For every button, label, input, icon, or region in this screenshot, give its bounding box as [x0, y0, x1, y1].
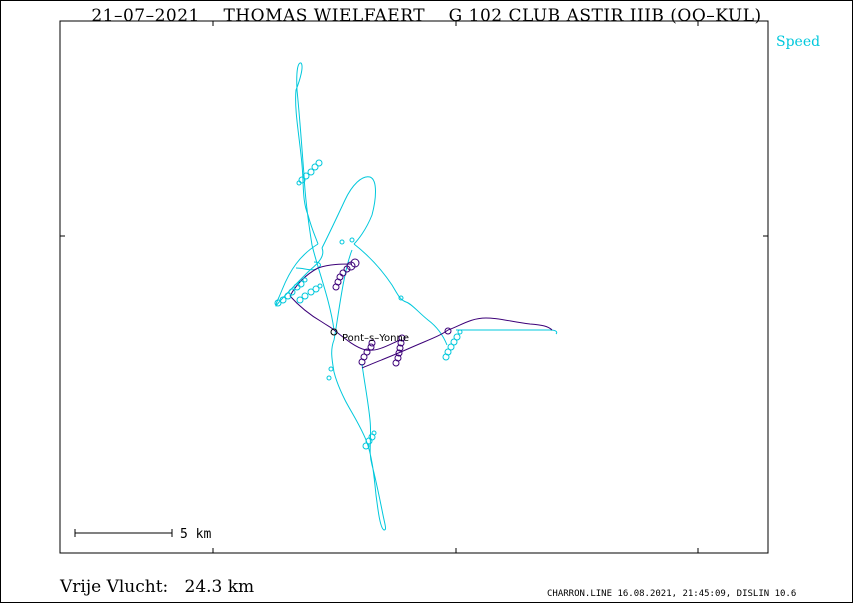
thermal-circle: [444, 348, 452, 356]
thermal-circle: [311, 163, 319, 171]
thermal-circle: [350, 258, 360, 268]
axis-ticks: [60, 21, 768, 553]
track-west-purple: [289, 295, 335, 331]
thermal-circle: [296, 296, 304, 304]
thermal-circle: [312, 285, 320, 293]
thermal-circle: [284, 292, 292, 300]
thermal-circle: [339, 239, 345, 245]
thermal-circle: [297, 280, 305, 288]
thermal-circle: [301, 292, 309, 300]
thermal-circle: [457, 329, 463, 335]
thermal-circle: [279, 296, 287, 304]
flight-track-fast: [275, 62, 558, 531]
thermal-circle: [396, 344, 404, 352]
thermals-fast: [274, 159, 463, 450]
thermal-circle: [453, 333, 461, 341]
thermal-circle: [398, 295, 404, 301]
thermal-circle: [274, 299, 282, 307]
track-west-loop: [275, 243, 324, 307]
track-south-leg: [333, 363, 387, 531]
thermal-circle: [339, 269, 347, 277]
track-north-leg: [295, 62, 335, 331]
track-east-spur: [321, 176, 376, 249]
distance-readout: Vrije Vlucht: 24.3 km: [60, 577, 254, 597]
plot-area: [59, 20, 769, 554]
town-label: Pont–s–Yonne: [342, 333, 409, 344]
track-east-diag: [353, 243, 448, 346]
thermal-circle: [360, 353, 368, 361]
footer-info: CHARRON.LINE 16.08.2021, 21:45:09, DISLI…: [547, 589, 797, 599]
distance-label: Vrije Vlucht:: [60, 577, 169, 597]
thermal-circle: [307, 168, 315, 176]
track-centre-purple: [333, 329, 401, 351]
thermal-circle: [447, 343, 455, 351]
thermal-circle: [296, 180, 302, 186]
track-east-purple: [447, 317, 553, 331]
legend-speed: Speed: [776, 34, 821, 50]
thermal-circle: [395, 349, 403, 357]
thermal-circle: [336, 273, 344, 281]
track-east-tail: [456, 329, 558, 335]
thermal-circle: [349, 237, 355, 243]
track-centre-leg: [331, 249, 353, 373]
track-south-purple: [361, 329, 449, 369]
thermal-circle: [288, 288, 296, 296]
thermal-circle: [444, 327, 452, 335]
thermal-circle: [298, 176, 306, 184]
town-marker: [330, 328, 338, 336]
thermals-slow: [332, 258, 452, 367]
thermal-circle: [368, 339, 376, 347]
thermal-circle: [450, 338, 458, 346]
thermal-circle: [367, 343, 375, 351]
thermal-circle: [307, 288, 315, 296]
thermal-circle: [362, 442, 370, 450]
thermal-circle: [302, 277, 308, 283]
thermal-circle: [315, 159, 323, 167]
scale-label: 5 km: [180, 527, 211, 542]
thermal-circle: [398, 334, 406, 342]
thermal-circle: [371, 430, 377, 436]
distance-value: 24.3 km: [184, 577, 255, 597]
thermal-circle: [317, 283, 323, 289]
thermal-circle: [394, 354, 402, 362]
flight-track-slow: [289, 263, 553, 369]
thermal-circle: [328, 366, 334, 372]
thermal-circle: [326, 375, 332, 381]
thermal-circle: [397, 339, 405, 347]
thermal-circle: [363, 348, 371, 356]
scale-bar: [74, 529, 173, 537]
thermal-circle: [302, 172, 310, 180]
track-north-purple: [289, 263, 353, 297]
